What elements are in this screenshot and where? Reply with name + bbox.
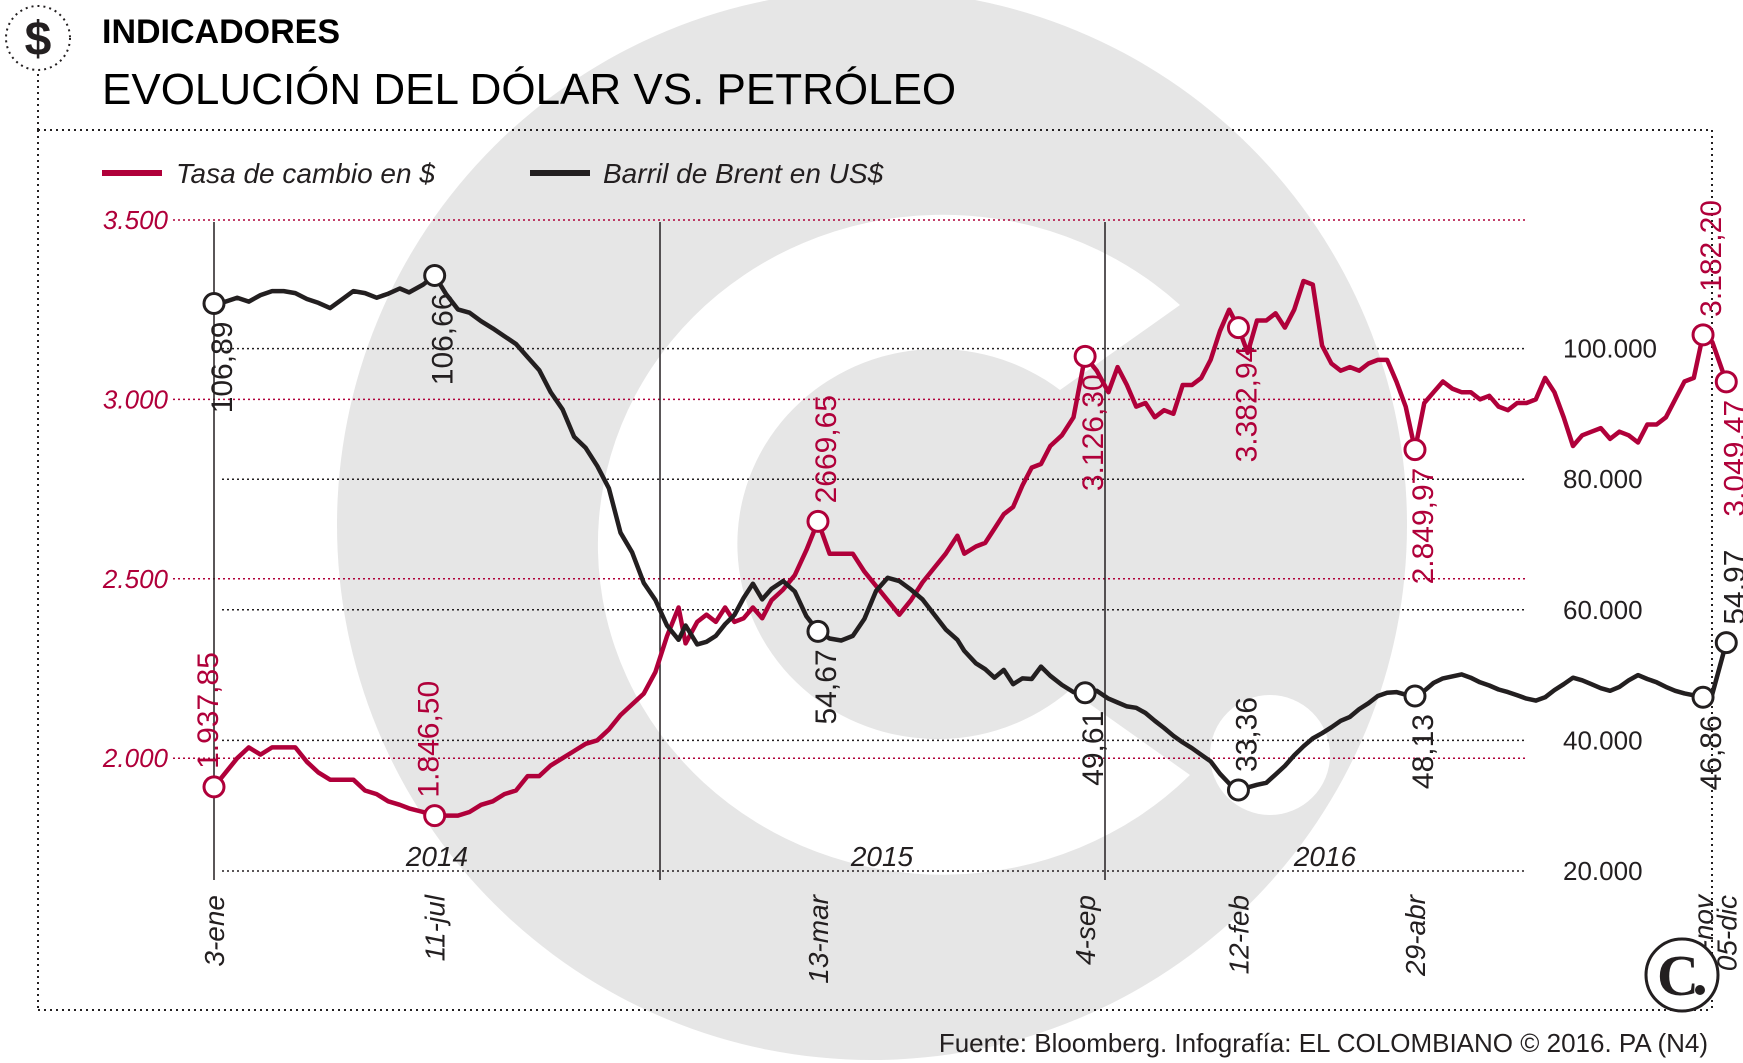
brent-marker	[1226, 778, 1250, 802]
brent-value-label: 48,13	[1407, 714, 1440, 789]
left-tick-label: 2.500	[102, 564, 169, 594]
right-tick-label: 100.000	[1563, 334, 1657, 364]
fx-marker	[202, 775, 226, 799]
brent-value-label: 33,36	[1230, 697, 1263, 772]
fx-value-label: 2669,65	[810, 395, 843, 503]
left-tick-label: 3.500	[103, 205, 169, 235]
date-label: 12-feb	[1223, 895, 1254, 974]
brent-marker	[1403, 684, 1427, 708]
kicker: INDICADORES	[102, 13, 340, 51]
right-tick-label: 40.000	[1563, 725, 1643, 755]
year-labels: 2014 2015 2016	[405, 841, 1357, 872]
brent-value-label: 106,89	[206, 322, 239, 414]
fx-value-label: 2.849,97	[1407, 468, 1440, 585]
frame	[37, 68, 1713, 1011]
date-label: 11-jul	[420, 894, 451, 961]
svg-text:$: $	[25, 13, 52, 66]
brent-value-label: 46,86	[1695, 715, 1728, 790]
brent-marker	[423, 263, 447, 287]
year-label: 2014	[405, 841, 468, 872]
right-tick-label: 60.000	[1563, 595, 1643, 625]
value-labels: 1.937,85 1.846,50 2669,65 3.126,30 3.382,94 2…	[192, 200, 1743, 798]
legend-label-fx: Tasa de cambio en $	[176, 158, 435, 189]
brent-marker	[1714, 631, 1738, 655]
right-tick-label: 20.000	[1563, 856, 1643, 886]
brent-value-label: 54,67	[810, 649, 843, 724]
fx-marker	[806, 509, 830, 533]
el-colombiano-logo: C	[1644, 937, 1720, 1013]
right-tick-label: 80.000	[1563, 464, 1643, 494]
brent-marker	[1691, 685, 1715, 709]
grid	[173, 219, 1525, 872]
fx-value-label: 3.382,94	[1230, 346, 1263, 463]
fx-value-label: 3.126,30	[1077, 374, 1110, 491]
brent-value-label: 106,66	[427, 293, 460, 385]
watermark-logo	[337, 0, 1407, 1060]
brent-value-label: 49,61	[1077, 711, 1110, 786]
dollar-icon: $	[5, 5, 71, 71]
right-axis: 100.000 80.000 60.000 40.000 20.000	[1563, 334, 1657, 886]
brent-marker	[202, 292, 226, 316]
fx-value-label: 1.937,85	[192, 652, 225, 769]
date-label: 29-abr	[1400, 893, 1431, 977]
source-credit: Fuente: Bloomberg. Infografía: EL COLOMB…	[939, 1028, 1708, 1058]
date-label: 3-ene	[199, 895, 230, 967]
year-label: 2015	[850, 841, 914, 872]
date-labels: 3-ene 11-jul 13-mar 4-sep 12-feb 29-abr 18-nov…	[199, 893, 1742, 984]
fx-marker	[1691, 323, 1715, 347]
fx-line	[212, 278, 1729, 818]
fx-marker	[1226, 316, 1250, 340]
page-title: EVOLUCIÓN DEL DÓLAR VS. PETRÓLEO	[102, 65, 956, 114]
brent-line	[213, 273, 1729, 793]
year-label: 2016	[1293, 841, 1357, 872]
brent-marker	[1073, 681, 1097, 705]
fx-value-label: 1.846,50	[413, 681, 446, 798]
fx-value-label: 3.049,47	[1718, 400, 1743, 517]
fx-marker	[1714, 370, 1738, 394]
fx-marker	[1403, 438, 1427, 462]
fx-marker	[1073, 344, 1097, 368]
left-tick-label: 2.000	[102, 743, 169, 773]
fx-marker	[423, 804, 447, 828]
brent-value-label: 54,97	[1718, 550, 1743, 625]
date-label: 4-sep	[1070, 895, 1101, 965]
date-label: 13-mar	[803, 893, 834, 983]
left-tick-label: 3.000	[103, 384, 169, 414]
svg-text:C: C	[1657, 943, 1699, 1008]
brent-marker	[806, 619, 830, 643]
left-axis: 3.500 3.000 2.500 2.000	[102, 205, 169, 773]
legend: Tasa de cambio en $ Barril de Brent en U…	[102, 158, 884, 189]
series-lines	[212, 273, 1729, 818]
legend-label-brent: Barril de Brent en US$	[603, 158, 884, 189]
year-dividers	[213, 222, 1106, 880]
date-label: 05-dic	[1711, 895, 1742, 971]
fx-value-label: 3.182,20	[1695, 200, 1728, 317]
markers	[202, 263, 1738, 828]
